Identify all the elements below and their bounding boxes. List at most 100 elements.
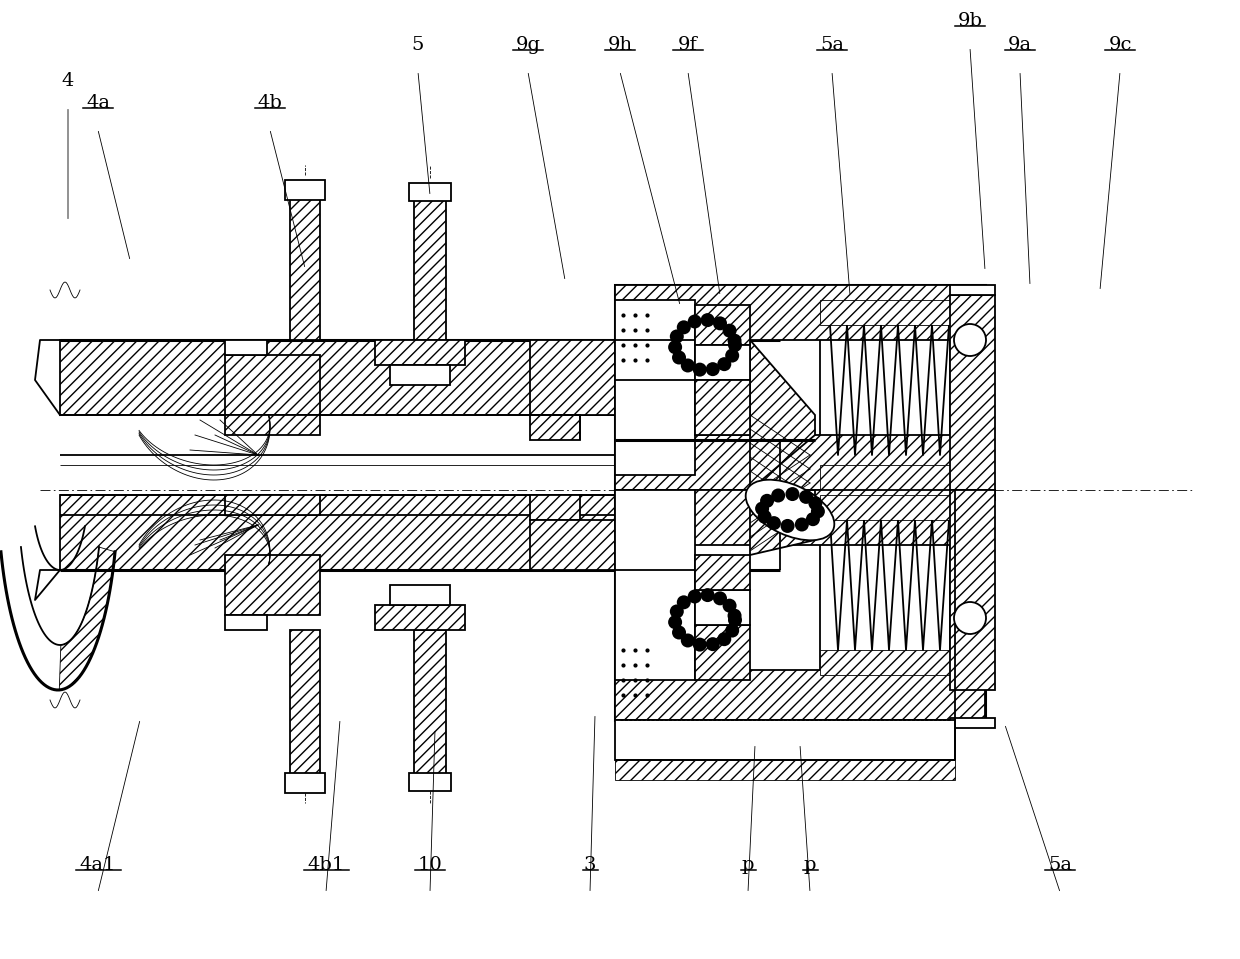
Bar bbox=[950, 490, 994, 500]
Circle shape bbox=[728, 609, 742, 622]
Bar bbox=[60, 495, 780, 570]
Bar bbox=[820, 300, 950, 480]
Text: 9b: 9b bbox=[957, 12, 982, 30]
Bar bbox=[60, 340, 780, 415]
Text: 3: 3 bbox=[584, 856, 596, 874]
Ellipse shape bbox=[745, 480, 835, 540]
Bar bbox=[414, 195, 446, 340]
Circle shape bbox=[806, 512, 820, 526]
Bar bbox=[224, 415, 320, 435]
Bar bbox=[820, 300, 950, 325]
Circle shape bbox=[681, 359, 694, 372]
Circle shape bbox=[780, 519, 795, 533]
Bar bbox=[409, 183, 451, 201]
Text: 4a1: 4a1 bbox=[79, 856, 117, 874]
Text: 9a: 9a bbox=[1008, 36, 1032, 54]
Circle shape bbox=[758, 510, 771, 524]
Text: 10: 10 bbox=[418, 856, 443, 874]
Circle shape bbox=[725, 623, 739, 638]
Bar bbox=[224, 495, 320, 515]
Circle shape bbox=[672, 350, 686, 364]
Bar bbox=[615, 490, 694, 680]
Circle shape bbox=[701, 588, 714, 602]
Text: 4a: 4a bbox=[86, 94, 110, 112]
Circle shape bbox=[766, 516, 781, 530]
Bar bbox=[694, 305, 750, 345]
Circle shape bbox=[668, 340, 682, 354]
Circle shape bbox=[723, 598, 737, 613]
Circle shape bbox=[760, 494, 774, 508]
Polygon shape bbox=[750, 490, 815, 555]
Circle shape bbox=[693, 638, 707, 651]
Text: 4: 4 bbox=[62, 72, 74, 90]
Bar bbox=[615, 670, 985, 720]
Bar bbox=[615, 490, 985, 545]
Bar bbox=[374, 605, 465, 630]
Circle shape bbox=[728, 613, 742, 627]
Bar bbox=[694, 555, 750, 590]
Text: 5: 5 bbox=[412, 36, 424, 54]
Bar bbox=[950, 285, 994, 295]
Bar bbox=[224, 340, 267, 355]
Polygon shape bbox=[60, 547, 115, 690]
Bar bbox=[409, 773, 451, 791]
Bar bbox=[950, 295, 994, 490]
Bar bbox=[694, 590, 750, 625]
Bar bbox=[950, 718, 994, 728]
Circle shape bbox=[677, 596, 691, 609]
Bar bbox=[224, 555, 320, 615]
Bar bbox=[615, 435, 985, 490]
Bar bbox=[820, 465, 950, 490]
Circle shape bbox=[672, 625, 686, 640]
Circle shape bbox=[670, 330, 683, 343]
Circle shape bbox=[668, 615, 682, 629]
Bar bbox=[290, 193, 320, 340]
Bar bbox=[224, 615, 267, 630]
Circle shape bbox=[728, 334, 742, 348]
Circle shape bbox=[723, 323, 737, 338]
Bar bbox=[529, 340, 615, 415]
Circle shape bbox=[785, 487, 800, 501]
Bar bbox=[615, 285, 985, 490]
Circle shape bbox=[755, 502, 769, 516]
Bar bbox=[285, 180, 325, 200]
Circle shape bbox=[681, 634, 694, 647]
Circle shape bbox=[771, 488, 785, 503]
Text: 9g: 9g bbox=[516, 36, 541, 54]
Bar bbox=[414, 630, 446, 775]
Bar bbox=[224, 355, 320, 415]
Text: p: p bbox=[742, 856, 754, 874]
Bar bbox=[694, 345, 750, 380]
Polygon shape bbox=[750, 340, 815, 490]
Text: 9f: 9f bbox=[678, 36, 698, 54]
Bar bbox=[615, 760, 955, 780]
Circle shape bbox=[799, 490, 813, 503]
Text: 9c: 9c bbox=[1109, 36, 1132, 54]
Circle shape bbox=[670, 604, 683, 619]
Bar bbox=[694, 380, 750, 435]
Bar bbox=[615, 720, 955, 760]
Bar bbox=[290, 630, 320, 777]
Circle shape bbox=[688, 590, 702, 603]
Text: 4b1: 4b1 bbox=[308, 856, 345, 874]
Bar bbox=[820, 650, 950, 675]
Circle shape bbox=[717, 632, 732, 646]
Circle shape bbox=[954, 602, 986, 634]
Circle shape bbox=[717, 357, 732, 371]
Circle shape bbox=[795, 518, 808, 531]
Text: 5a: 5a bbox=[1048, 856, 1073, 874]
Text: 4b: 4b bbox=[258, 94, 283, 112]
Circle shape bbox=[808, 496, 822, 510]
Circle shape bbox=[811, 504, 825, 519]
Circle shape bbox=[725, 348, 739, 363]
Bar bbox=[615, 285, 985, 340]
Circle shape bbox=[701, 313, 714, 327]
Bar bbox=[615, 300, 694, 475]
Text: 9h: 9h bbox=[608, 36, 632, 54]
Bar bbox=[694, 625, 750, 680]
Bar bbox=[529, 495, 580, 520]
Text: 5a: 5a bbox=[820, 36, 844, 54]
Circle shape bbox=[713, 592, 727, 605]
Bar bbox=[391, 585, 450, 605]
Bar bbox=[820, 495, 950, 675]
